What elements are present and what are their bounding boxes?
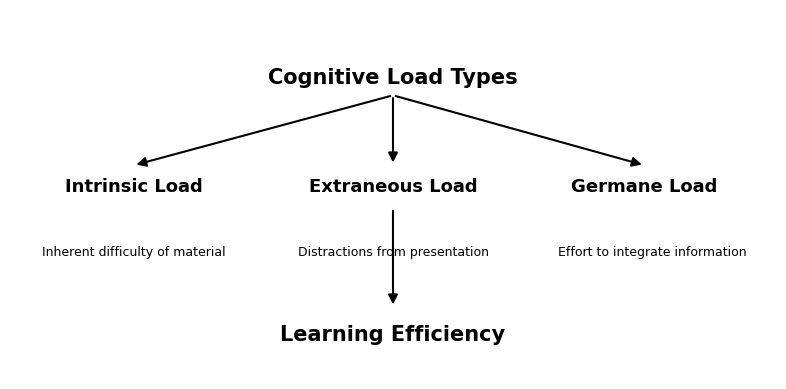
Text: Germane Load: Germane Load [571,178,718,196]
Text: Inherent difficulty of material: Inherent difficulty of material [42,246,226,259]
Text: Cognitive Load Types: Cognitive Load Types [268,68,518,88]
Text: Distractions from presentation: Distractions from presentation [297,246,489,259]
Text: Learning Efficiency: Learning Efficiency [281,324,505,345]
Text: Effort to integrate information: Effort to integrate information [558,246,747,259]
Text: Extraneous Load: Extraneous Load [309,178,477,196]
Text: Intrinsic Load: Intrinsic Load [64,178,203,196]
